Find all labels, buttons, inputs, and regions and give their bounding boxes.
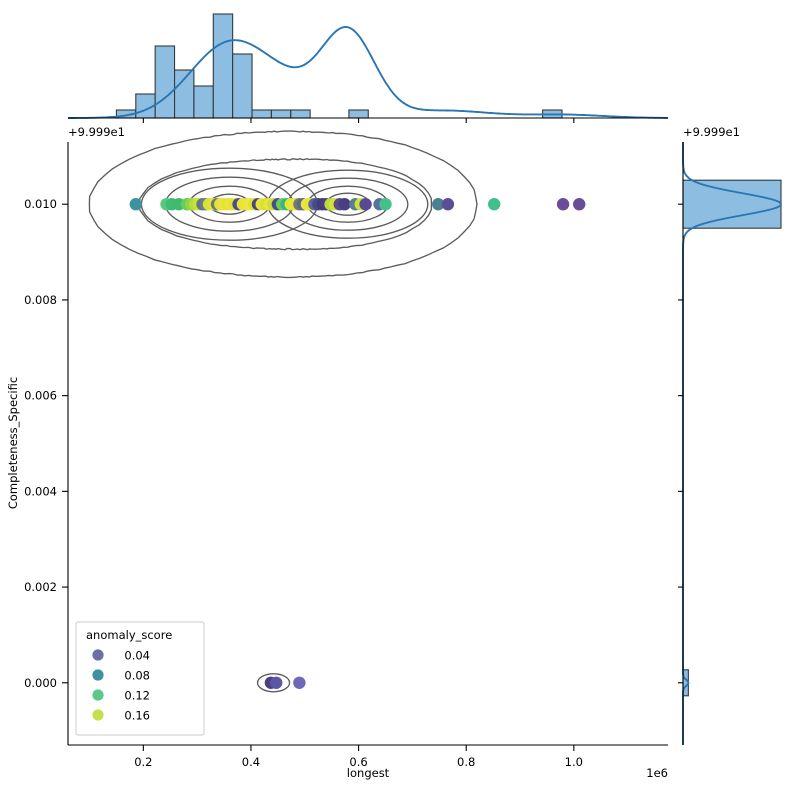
x-axis-exponent-label: 1e6 xyxy=(646,766,668,780)
x-tick-label: 0.2 xyxy=(134,755,152,769)
marginal-x-kde-curve xyxy=(68,26,668,119)
scatter-point xyxy=(270,676,283,689)
legend-marker[interactable] xyxy=(92,709,104,721)
scatter-point xyxy=(432,198,445,211)
y-axis-label: Completeness_Specific xyxy=(6,377,20,509)
y-axis-ticks: 0.000 0.002 0.004 0.006 0.008 0.010 xyxy=(24,197,68,690)
legend-items[interactable]: 0.04 0.08 0.12 0.16 xyxy=(92,649,150,723)
marginal-x-svg xyxy=(68,13,668,123)
scatter-points xyxy=(129,198,586,689)
legend-background xyxy=(75,621,205,736)
legend-label[interactable]: 0.16 xyxy=(124,709,150,723)
scatter-point xyxy=(441,198,455,211)
kde-contour-bottom-cluster xyxy=(256,673,291,693)
kde-contour-right-1 xyxy=(287,177,409,231)
legend-marker[interactable] xyxy=(92,689,104,701)
y-tick-label: 0.008 xyxy=(24,293,57,307)
legend[interactable]: anomaly_score 0.04 0.08 0.12 0.16 xyxy=(75,621,205,736)
y-tick-label: 0.000 xyxy=(24,676,57,690)
kde-contour-lines xyxy=(88,130,478,693)
marginal-x-tickmarks xyxy=(142,118,575,123)
y-axis-offset-label: +9.999e1 xyxy=(68,125,125,139)
x-tick-label: 1.0 xyxy=(565,755,583,769)
legend-marker[interactable] xyxy=(92,669,104,681)
y-tick-label: 0.006 xyxy=(24,389,57,403)
legend-label[interactable]: 0.08 xyxy=(124,669,150,683)
x-axis-ticks: 0.2 0.4 0.6 0.8 1.0 xyxy=(134,745,583,769)
y-tick-label: 0.010 xyxy=(24,197,57,211)
scatter-point xyxy=(129,198,142,211)
legend-label[interactable]: 0.04 xyxy=(124,649,150,663)
scatter-point xyxy=(556,198,570,211)
legend-marker[interactable] xyxy=(92,649,104,661)
scatter-point xyxy=(573,198,586,211)
scatter-point xyxy=(487,198,501,211)
x-tick-label: 0.8 xyxy=(457,755,475,769)
legend-label[interactable]: 0.12 xyxy=(124,689,150,703)
scatter-point xyxy=(359,198,372,211)
kde-contour-outer xyxy=(88,130,478,279)
x-axis-label: longest xyxy=(347,766,390,780)
y-tick-label: 0.004 xyxy=(24,484,57,498)
x-tick-label: 0.6 xyxy=(349,755,367,769)
scatter-point xyxy=(379,198,392,211)
y-tick-label: 0.002 xyxy=(24,580,57,594)
x-tick-label: 0.4 xyxy=(242,755,260,769)
scatter-point xyxy=(293,676,306,689)
legend-title: anomaly_score xyxy=(86,628,172,642)
scatter-point xyxy=(338,198,351,211)
kde-contour-right-0 xyxy=(267,169,429,239)
marginal-x-axes xyxy=(0,0,800,130)
